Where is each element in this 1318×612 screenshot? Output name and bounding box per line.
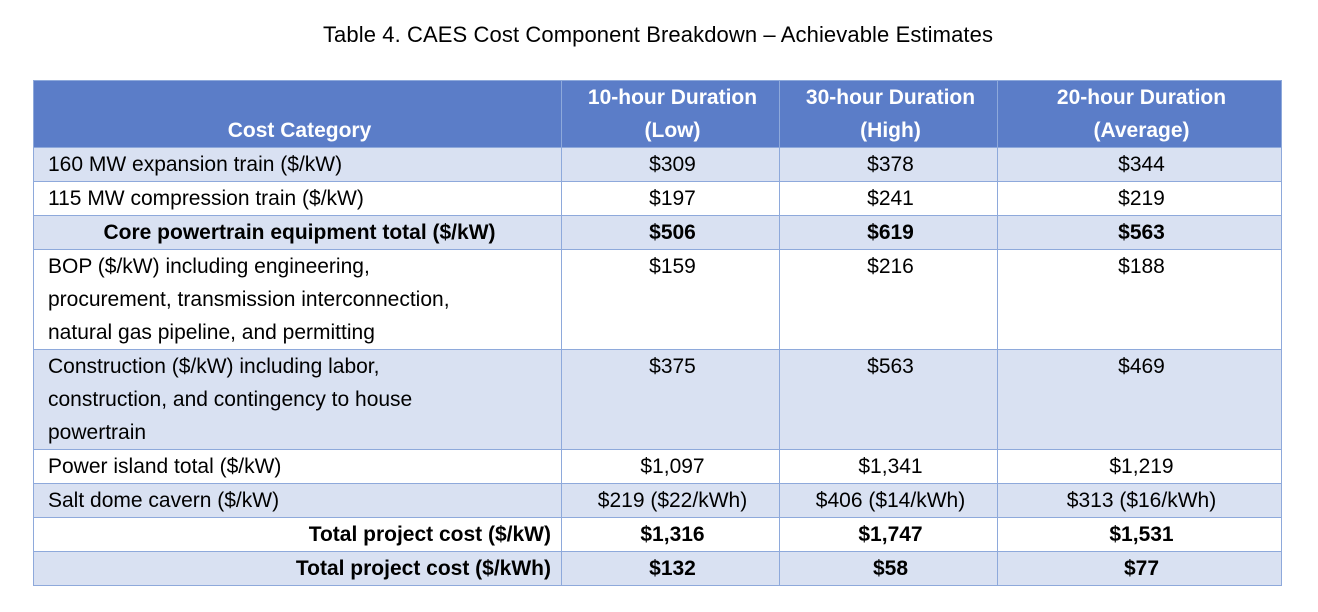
row-label: Salt dome cavern ($/kW)	[33, 483, 562, 518]
header-30-hour-line2: (High)	[860, 119, 921, 142]
value-30-hour: $1,747	[779, 517, 998, 552]
value-20-hour: $1,531	[997, 517, 1282, 552]
value-20-hour: $77	[997, 551, 1282, 586]
row-label-line: powertrain	[48, 421, 147, 444]
header-10-hour-line2: (Low)	[644, 119, 701, 142]
row-label: Total project cost ($/kW)	[33, 517, 562, 552]
value-10-hour: $375	[561, 349, 780, 450]
row-label: Power island total ($/kW)	[33, 449, 562, 484]
table-row-total-kwh: Total project cost ($/kWh) $132 $58 $77	[33, 551, 1282, 586]
table-header-row: Cost Category 10-hour Duration (Low) 30-…	[33, 80, 1282, 148]
row-label: BOP ($/kW) including engineering, procur…	[33, 249, 562, 350]
value-30-hour: $216	[779, 249, 998, 350]
value-10-hour: $1,097	[561, 449, 780, 484]
row-label: 160 MW expansion train ($/kW)	[33, 147, 562, 182]
row-label: Construction ($/kW) including labor, con…	[33, 349, 562, 450]
value-30-hour: $563	[779, 349, 998, 450]
value-20-hour: $469	[997, 349, 1282, 450]
value-20-hour: $219	[997, 181, 1282, 216]
value-20-hour: $344	[997, 147, 1282, 182]
value-30-hour: $378	[779, 147, 998, 182]
value-10-hour: $1,316	[561, 517, 780, 552]
header-10-hour-duration: 10-hour Duration (Low)	[561, 80, 780, 148]
header-20-hour-line2: (Average)	[1093, 119, 1190, 142]
header-cost-category: Cost Category	[33, 80, 562, 148]
header-30-hour-line1: 30-hour Duration	[805, 86, 976, 109]
value-20-hour: $313 ($16/kWh)	[997, 483, 1282, 518]
value-20-hour: $1,219	[997, 449, 1282, 484]
table-row: Salt dome cavern ($/kW) $219 ($22/kWh) $…	[33, 483, 1282, 518]
value-10-hour: $159	[561, 249, 780, 350]
row-label-line: procurement, transmission interconnectio…	[48, 288, 450, 311]
table-row: 115 MW compression train ($/kW) $197 $24…	[33, 181, 1282, 216]
value-10-hour: $309	[561, 147, 780, 182]
value-30-hour: $58	[779, 551, 998, 586]
value-30-hour: $406 ($14/kWh)	[779, 483, 998, 518]
value-30-hour: $241	[779, 181, 998, 216]
table-row: 160 MW expansion train ($/kW) $309 $378 …	[33, 147, 1282, 182]
table-row: Power island total ($/kW) $1,097 $1,341 …	[33, 449, 1282, 484]
row-label: Total project cost ($/kWh)	[33, 551, 562, 586]
value-10-hour: $506	[561, 215, 780, 250]
row-label-line: BOP ($/kW) including engineering,	[48, 255, 370, 278]
table-row-total-kw: Total project cost ($/kW) $1,316 $1,747 …	[33, 517, 1282, 552]
row-label: Core powertrain equipment total ($/kW)	[33, 215, 562, 250]
table-row: BOP ($/kW) including engineering, procur…	[33, 249, 1282, 350]
header-30-hour-duration: 30-hour Duration (High)	[779, 80, 998, 148]
header-20-hour-line1: 20-hour Duration	[1056, 86, 1227, 109]
value-10-hour: $132	[561, 551, 780, 586]
row-label-line: Construction ($/kW) including labor,	[48, 355, 380, 378]
value-20-hour: $188	[997, 249, 1282, 350]
table-row-subtotal: Core powertrain equipment total ($/kW) $…	[33, 215, 1282, 250]
header-10-hour-line1: 10-hour Duration	[587, 86, 758, 109]
table-row: Construction ($/kW) including labor, con…	[33, 349, 1282, 450]
table-caption: Table 4. CAES Cost Component Breakdown –…	[322, 22, 994, 47]
value-30-hour: $619	[779, 215, 998, 250]
row-label-line: natural gas pipeline, and permitting	[48, 321, 375, 344]
value-30-hour: $1,341	[779, 449, 998, 484]
cost-breakdown-table: Cost Category 10-hour Duration (Low) 30-…	[33, 80, 1282, 586]
value-10-hour: $219 ($22/kWh)	[561, 483, 780, 518]
header-20-hour-duration: 20-hour Duration (Average)	[997, 80, 1282, 148]
row-label: 115 MW compression train ($/kW)	[33, 181, 562, 216]
value-20-hour: $563	[997, 215, 1282, 250]
value-10-hour: $197	[561, 181, 780, 216]
row-label-line: construction, and contingency to house	[48, 388, 413, 411]
